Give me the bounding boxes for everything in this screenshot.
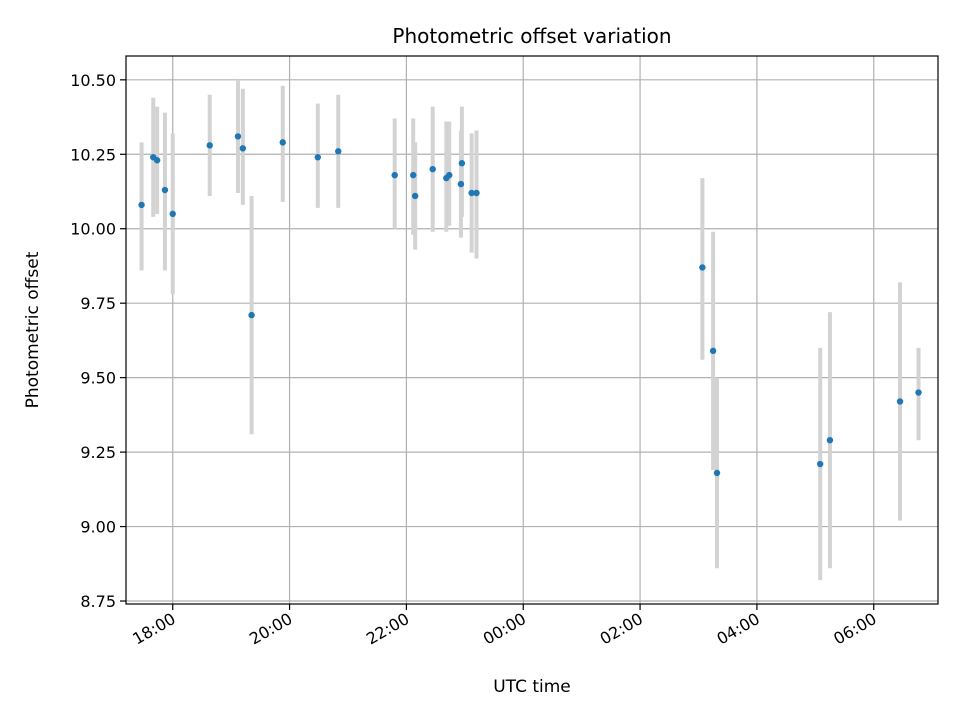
data-point — [169, 210, 176, 218]
data-point — [153, 157, 161, 164]
data-points — [138, 133, 922, 477]
data-point — [699, 264, 706, 271]
y-tick-label: 10.50 — [70, 71, 116, 90]
data-point — [713, 469, 721, 477]
data-point — [239, 145, 247, 152]
data-point — [314, 154, 322, 161]
data-point — [138, 201, 145, 209]
data-point — [457, 180, 465, 188]
data-point — [429, 165, 436, 173]
data-point — [896, 398, 904, 405]
data-point — [410, 171, 417, 179]
y-axis-label: Photometric offset — [23, 251, 43, 408]
y-tick-label: 9.50 — [80, 369, 116, 388]
data-point — [279, 139, 286, 146]
y-tick-label: 9.25 — [80, 443, 116, 462]
data-point — [206, 142, 213, 149]
data-point — [446, 171, 453, 179]
data-point — [826, 436, 834, 444]
y-axis-ticks: 8.75 9.00 9.25 9.50 9.75 10.00 10.25 10.50 — [70, 71, 126, 611]
data-point — [411, 192, 419, 200]
y-tick-label: 8.75 — [80, 592, 116, 611]
data-point — [816, 460, 824, 468]
data-point — [234, 133, 242, 140]
data-point — [335, 148, 342, 155]
data-point — [248, 311, 255, 319]
y-tick-label: 10.00 — [70, 220, 116, 239]
data-point — [161, 186, 169, 194]
data-point — [391, 171, 398, 179]
grid — [126, 56, 938, 604]
y-tick-label: 9.75 — [80, 294, 116, 313]
y-tick-label: 9.00 — [80, 518, 116, 537]
data-point — [473, 189, 480, 197]
data-point — [458, 160, 466, 167]
data-point — [468, 189, 475, 197]
data-point — [709, 347, 717, 355]
plot-frame — [125, 55, 939, 605]
y-tick-label: 10.25 — [70, 145, 116, 164]
chart-title: Photometric offset variation — [392, 24, 671, 48]
x-axis-label: UTC time — [493, 677, 571, 697]
data-point — [915, 389, 922, 396]
